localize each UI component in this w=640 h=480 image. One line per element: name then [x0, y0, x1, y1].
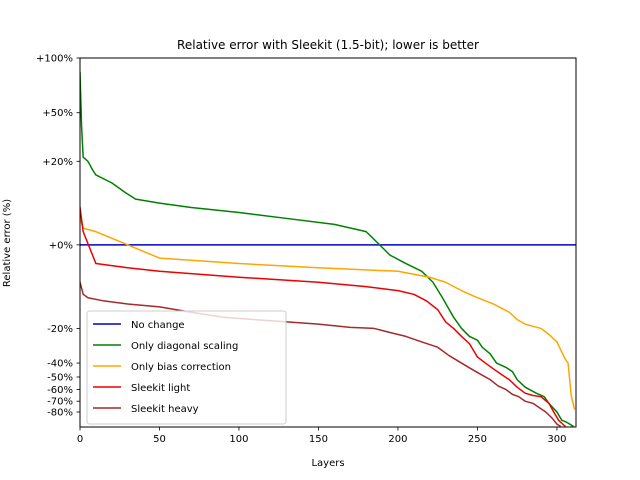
- y-tick-label: -60%: [47, 385, 73, 396]
- legend-label: No change: [131, 320, 185, 331]
- x-tick-label: 100: [229, 434, 248, 445]
- y-tick-label: +50%: [42, 108, 73, 119]
- legend-box: [86, 310, 287, 425]
- x-tick-label: 250: [468, 434, 487, 445]
- y-tick-label: +0%: [49, 240, 73, 251]
- plot-frame: [79, 57, 577, 428]
- legend-label: Sleekit light: [131, 383, 190, 394]
- legend-label: Only bias correction: [131, 362, 231, 373]
- legend-label: Sleekit heavy: [131, 404, 199, 415]
- y-axis-ticks: +100% +50% +20% +0% -20% -40% -50% -60%-70%-80%: [36, 54, 80, 419]
- y-tick-label: +100%: [36, 54, 73, 65]
- y-tick-label: -80%: [47, 408, 73, 419]
- y-axis-label: Relative error (%): [2, 199, 13, 287]
- x-tick-label: 150: [309, 434, 328, 445]
- y-tick-label: -20%: [47, 324, 73, 335]
- series-line-only-diagonal-scaling: [80, 71, 574, 427]
- y-tick-label: -50%: [47, 372, 73, 383]
- x-tick-label: 200: [388, 434, 407, 445]
- y-tick-label: -70%: [47, 397, 73, 408]
- y-tick-label: +20%: [42, 157, 73, 168]
- x-tick-label: 50: [153, 434, 166, 445]
- y-tick-label: -40%: [47, 359, 73, 370]
- chart-title: Relative error with Sleekit (1.5-bit); l…: [177, 38, 479, 52]
- x-tick-label: 0: [77, 434, 83, 445]
- legend-label: Only diagonal scaling: [131, 341, 238, 352]
- plot-lines: [80, 71, 576, 427]
- series-line-sleekit-heavy: [80, 281, 562, 427]
- series-line-sleekit-light: [80, 206, 566, 427]
- x-tick-label: 300: [547, 434, 566, 445]
- series-line-only-bias-correction: [80, 217, 576, 410]
- legend: No change Only diagonal scaling Only bias …: [86, 310, 287, 425]
- x-axis-label: Layers: [311, 458, 344, 469]
- x-axis-ticks: 0 50 100 150 200 250 300: [77, 427, 566, 445]
